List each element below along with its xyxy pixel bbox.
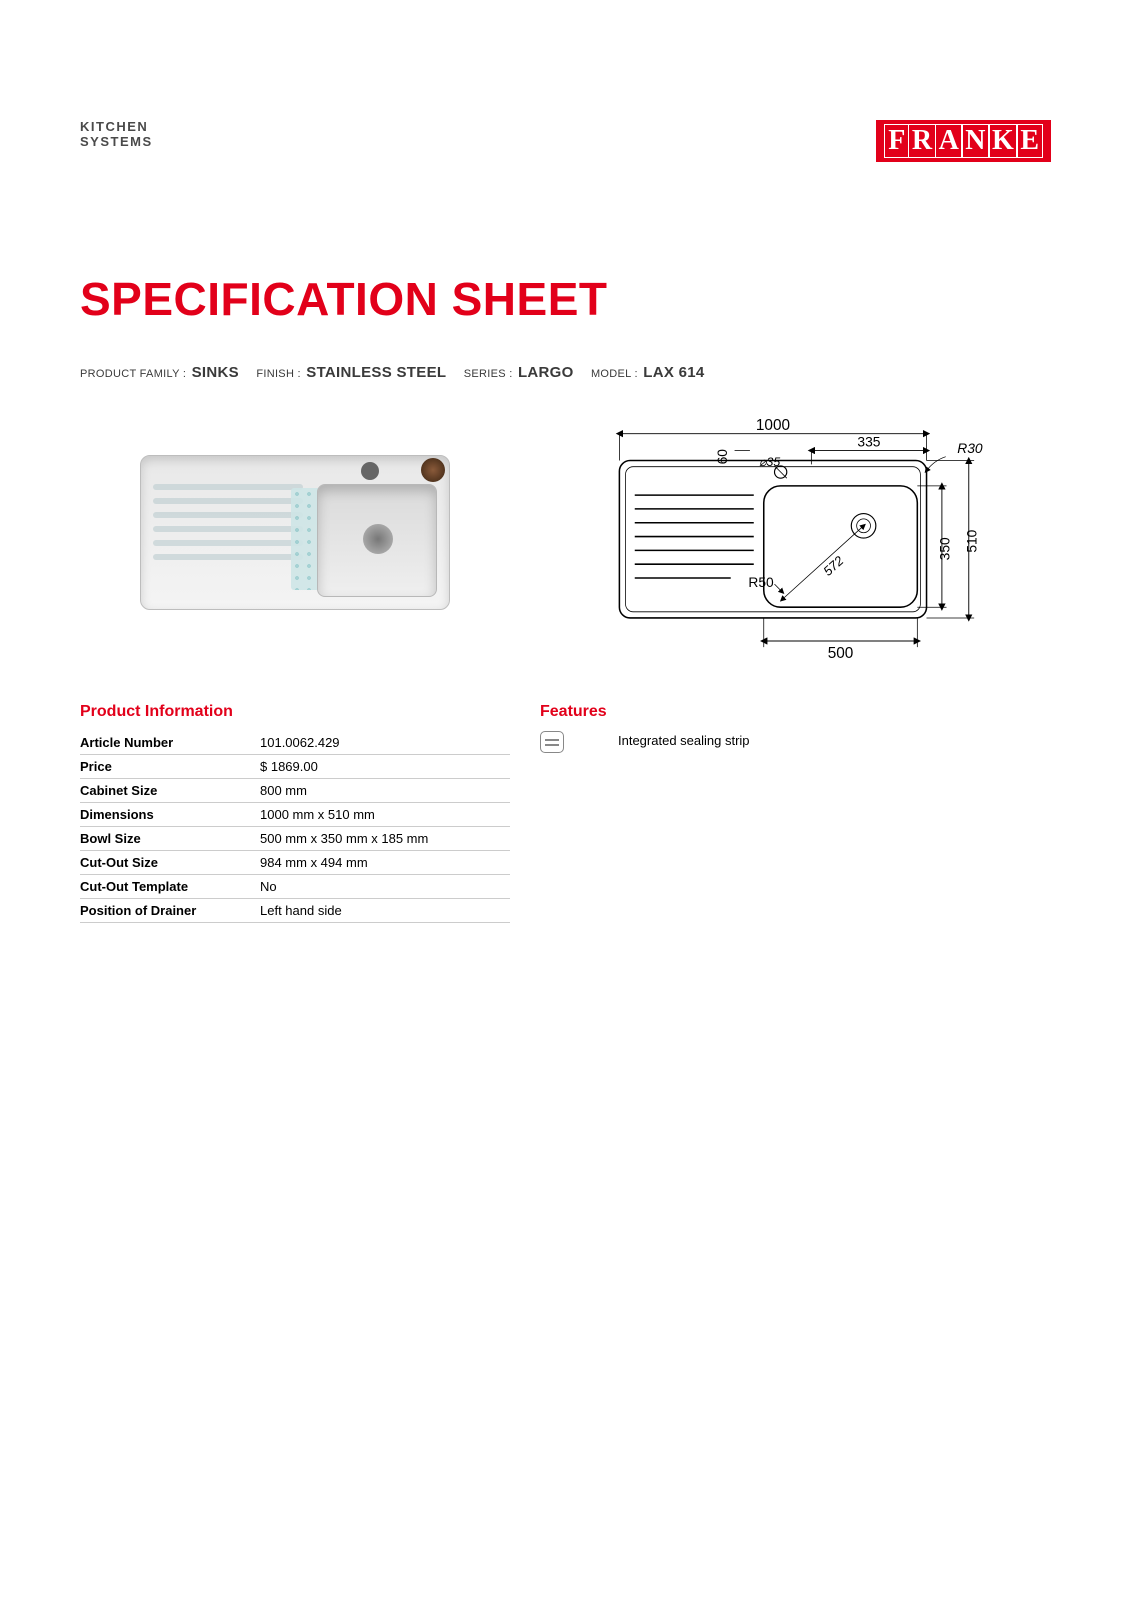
table-row: Article Number101.0062.429 <box>80 731 510 755</box>
table-row: Cabinet Size800 mm <box>80 779 510 803</box>
info-value: 500 mm x 350 mm x 185 mm <box>260 827 510 851</box>
brand-subtitle-line1: KITCHEN <box>80 120 153 135</box>
info-key: Cabinet Size <box>80 779 260 803</box>
logo-letter: A <box>935 124 963 158</box>
brand-subtitle-line2: SYSTEMS <box>80 135 153 150</box>
info-value: Left hand side <box>260 899 510 923</box>
table-row: Cut-Out Size984 mm x 494 mm <box>80 851 510 875</box>
dim-r30: R30 <box>957 440 983 456</box>
feature-text: Integrated sealing strip <box>578 731 750 748</box>
meta-family-value: SINKS <box>192 364 239 381</box>
table-row: Cut-Out TemplateNo <box>80 875 510 899</box>
technical-diagram: 1000 335 60 R30 ⌀35 <box>540 415 1051 675</box>
dim-width-total: 1000 <box>755 417 789 434</box>
product-info-table: Article Number101.0062.429Price$ 1869.00… <box>80 731 510 923</box>
logo-letter: E <box>1016 124 1043 158</box>
meta-series-value: LARGO <box>518 364 574 381</box>
info-value: $ 1869.00 <box>260 755 510 779</box>
meta-family-label: PRODUCT FAMILY : <box>80 368 186 380</box>
table-row: Dimensions1000 mm x 510 mm <box>80 803 510 827</box>
page-title: SPECIFICATION SHEET <box>80 272 1051 326</box>
dim-offset-60: 60 <box>713 449 729 465</box>
info-value: No <box>260 875 510 899</box>
logo-letter: R <box>908 124 936 158</box>
info-value: 1000 mm x 510 mm <box>260 803 510 827</box>
meta-series-label: SERIES : <box>464 368 513 380</box>
dim-diag-572: 572 <box>820 553 847 579</box>
logo-letter: F <box>884 124 909 158</box>
dim-r50: R50 <box>748 574 774 590</box>
meta-model-label: MODEL : <box>591 368 638 380</box>
meta-finish-label: FINISH : <box>256 368 301 380</box>
product-info-heading: Product Information <box>80 703 510 721</box>
table-row: Position of DrainerLeft hand side <box>80 899 510 923</box>
info-key: Position of Drainer <box>80 899 260 923</box>
logo-letter: N <box>961 124 989 158</box>
info-key: Cut-Out Size <box>80 851 260 875</box>
sealing-strip-icon <box>540 731 564 753</box>
info-key: Bowl Size <box>80 827 260 851</box>
dim-bowl-w: 500 <box>827 645 853 662</box>
product-meta: PRODUCT FAMILY : SINKS FINISH : STAINLES… <box>80 364 1051 381</box>
table-row: Price$ 1869.00 <box>80 755 510 779</box>
brand-logo: F R A N K E <box>876 120 1051 162</box>
product-photo <box>80 415 510 610</box>
dim-bowl-h: 350 <box>936 537 952 560</box>
dim-height-total: 510 <box>963 529 979 552</box>
info-value: 984 mm x 494 mm <box>260 851 510 875</box>
info-key: Article Number <box>80 731 260 755</box>
info-value: 101.0062.429 <box>260 731 510 755</box>
dim-d35: ⌀35 <box>759 455 780 469</box>
info-key: Cut-Out Template <box>80 875 260 899</box>
dim-offset-335: 335 <box>857 434 880 450</box>
info-value: 800 mm <box>260 779 510 803</box>
meta-model-value: LAX 614 <box>643 364 704 381</box>
info-key: Price <box>80 755 260 779</box>
table-row: Bowl Size500 mm x 350 mm x 185 mm <box>80 827 510 851</box>
brand-subtitle: KITCHEN SYSTEMS <box>80 120 153 150</box>
logo-letter: K <box>988 124 1018 158</box>
info-key: Dimensions <box>80 803 260 827</box>
feature-item: Integrated sealing strip <box>540 731 1051 753</box>
meta-finish-value: STAINLESS STEEL <box>306 364 446 381</box>
features-heading: Features <box>540 703 1051 721</box>
